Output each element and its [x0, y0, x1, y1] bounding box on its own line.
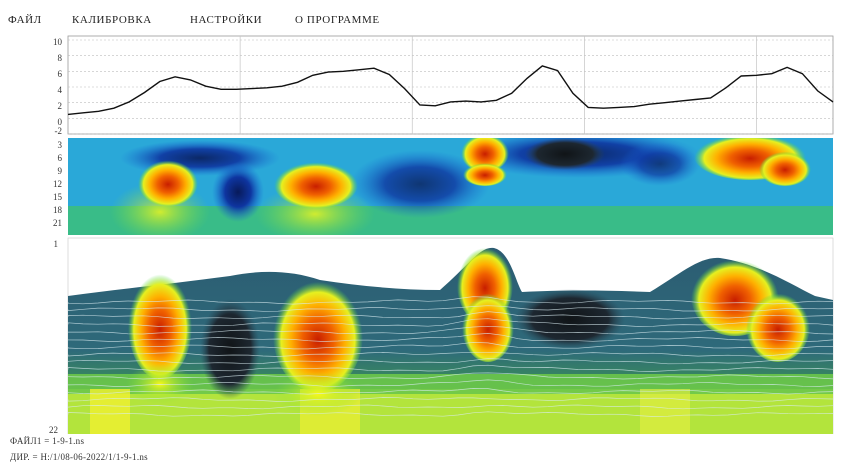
y-tick-0: 0	[58, 117, 63, 127]
y-tick-2: 2	[58, 101, 63, 111]
surface-contour-line	[68, 404, 833, 410]
heat-tick-9: 9	[58, 166, 63, 176]
surface-contour-line	[68, 296, 833, 305]
plots-svg: 10 8 6 4 2 0 -2	[49, 35, 834, 435]
y-tick-6: 6	[58, 69, 63, 79]
surface-contour-line	[68, 318, 833, 327]
status-directory: ДИР. = H:/1/08-06-2022/1/1-9-1.ns	[10, 452, 148, 462]
surface-contour-lines	[68, 296, 833, 417]
line-chart-grid	[68, 36, 833, 135]
menu-about[interactable]: О ПРОГРАММЕ	[295, 14, 380, 26]
surface-contour-line	[68, 333, 833, 342]
menu-calibration[interactable]: КАЛИБРОВКА	[72, 14, 152, 26]
heat-tick-21: 21	[53, 218, 62, 228]
y-tick-neg2: -2	[55, 126, 63, 136]
surface-contour-line	[68, 411, 833, 417]
y-tick-4: 4	[58, 85, 63, 95]
surface-contour-line	[68, 372, 833, 380]
heat-tick-12: 12	[53, 179, 62, 189]
heatmap-blobs	[68, 138, 833, 235]
line-series	[67, 65, 834, 116]
line-chart-frame	[67, 35, 834, 135]
surface-contour-line	[68, 342, 833, 350]
y-tick-10: 10	[53, 37, 63, 47]
plot-area: 10 8 6 4 2 0 -2	[0, 34, 843, 435]
surface-contour-line	[68, 311, 833, 320]
surface-contour-line	[68, 388, 833, 395]
surface-contour-line	[68, 364, 833, 372]
surface-contour-line	[68, 351, 833, 357]
menu-bar: ФАЙЛ КАЛИБРОВКА НАСТРОЙКИ О ПРОГРАММЕ	[0, 0, 843, 34]
surface-contour-line	[68, 325, 833, 335]
heatmap-y-ticks: 3 6 9 12 15 18 21	[53, 140, 63, 228]
surface-contour-line	[68, 305, 833, 312]
heat-tick-18: 18	[53, 205, 63, 215]
surface-tick-22: 22	[49, 425, 58, 434]
surface-contour-line	[68, 379, 833, 387]
surface-tick-1: 1	[54, 239, 59, 249]
menu-file[interactable]: ФАЙЛ	[8, 14, 42, 26]
heat-tick-15: 15	[53, 192, 63, 202]
menu-settings[interactable]: НАСТРОЙКИ	[190, 14, 263, 26]
surface-plot	[68, 244, 833, 434]
status-file: ФАЙЛ1 = 1-9-1.ns	[10, 436, 85, 446]
surface-contour-line	[68, 397, 833, 402]
surface-contour-line	[68, 358, 833, 365]
line-chart-y-ticks: 10 8 6 4 2 0 -2	[53, 37, 63, 136]
heat-tick-3: 3	[58, 140, 63, 150]
heat-tick-6: 6	[58, 153, 63, 163]
y-tick-8: 8	[58, 53, 63, 63]
surface-y-ticks: 1 22	[49, 239, 59, 435]
